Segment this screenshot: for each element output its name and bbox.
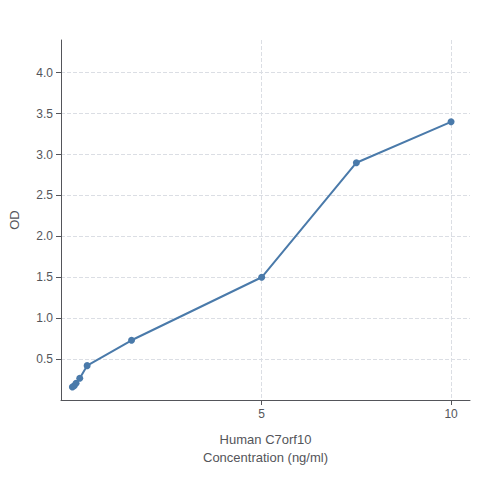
svg-text:0.5: 0.5 (36, 352, 53, 366)
svg-text:Concentration (ng/ml): Concentration (ng/ml) (203, 450, 328, 465)
svg-text:3.5: 3.5 (36, 107, 53, 121)
svg-text:OD: OD (7, 210, 22, 230)
svg-text:Human C7orf10: Human C7orf10 (220, 432, 312, 447)
svg-text:1.0: 1.0 (36, 311, 53, 325)
svg-text:2.0: 2.0 (36, 229, 53, 243)
svg-text:4.0: 4.0 (36, 66, 53, 80)
svg-text:10: 10 (444, 407, 458, 421)
svg-text:1.5: 1.5 (36, 270, 53, 284)
svg-text:2.5: 2.5 (36, 188, 53, 202)
svg-text:3.0: 3.0 (36, 148, 53, 162)
svg-text:5: 5 (258, 407, 265, 421)
